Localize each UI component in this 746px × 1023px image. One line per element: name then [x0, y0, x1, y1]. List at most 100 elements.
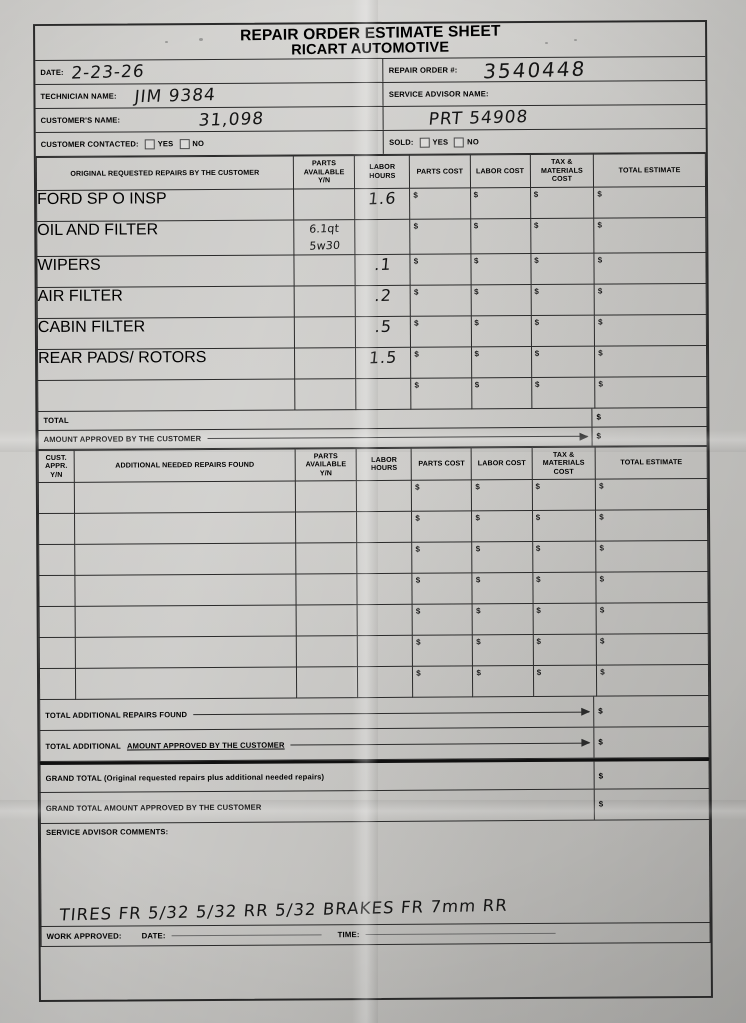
technician-field[interactable]: TECHNICIAN NAME: JIM 9384 — [35, 82, 384, 109]
additional-labor-cost-cell[interactable] — [472, 541, 533, 574]
additional-total-estimate-cell[interactable] — [596, 602, 709, 635]
tax-materials-cost-cell[interactable] — [531, 376, 596, 409]
grand-total-approved-value[interactable] — [593, 789, 709, 821]
labor-cost-cell[interactable] — [471, 377, 532, 409]
additional-repair-description-cell[interactable] — [74, 543, 296, 576]
parts-cost-cell[interactable] — [410, 346, 472, 378]
work-approved-time-input[interactable] — [365, 933, 556, 936]
additional-tax-materials-cost-cell[interactable] — [532, 634, 597, 666]
sold-no-checkbox[interactable] — [454, 136, 465, 147]
additional-parts-cost-cell[interactable] — [412, 666, 474, 698]
parts-available-cell[interactable] — [294, 347, 357, 379]
additional-parts-cost-cell[interactable] — [412, 635, 473, 667]
tax-materials-cost-cell[interactable] — [531, 314, 595, 347]
parts-cost-cell[interactable] — [410, 284, 471, 316]
additional-tax-materials-cost-cell[interactable] — [533, 665, 597, 697]
labor-hours-cell[interactable]: .1 — [355, 253, 411, 286]
total-estimate-cell[interactable] — [594, 251, 707, 284]
original-total-value[interactable] — [591, 407, 707, 427]
additional-parts-cost-cell[interactable] — [411, 511, 473, 543]
cust-appr-cell[interactable] — [39, 668, 76, 700]
original-approved-value[interactable] — [591, 426, 707, 446]
parts-available-cell[interactable] — [294, 316, 356, 348]
additional-labor-cost-cell[interactable] — [472, 665, 534, 698]
additional-repair-description-cell[interactable] — [75, 605, 297, 638]
additional-labor-cost-cell[interactable] — [472, 603, 533, 636]
additional-labor-hours-cell[interactable] — [357, 666, 413, 699]
additional-tax-materials-cost-cell[interactable] — [532, 603, 597, 635]
parts-available-cell[interactable] — [294, 378, 357, 410]
service-advisor-field[interactable]: SERVICE ADVISOR NAME: — [384, 81, 706, 106]
work-approved-date-input[interactable] — [171, 934, 322, 937]
additional-tax-materials-cost-cell[interactable] — [532, 479, 596, 511]
total-additional-found-value[interactable] — [593, 696, 709, 728]
tax-materials-cost-cell[interactable] — [531, 345, 595, 378]
additional-total-estimate-cell[interactable] — [595, 478, 708, 511]
additional-repair-description-cell[interactable] — [74, 512, 296, 545]
labor-cost-cell[interactable] — [470, 284, 532, 316]
labor-hours-cell[interactable]: .5 — [355, 315, 411, 348]
tax-materials-cost-cell[interactable] — [530, 252, 595, 285]
additional-parts-available-cell[interactable] — [295, 605, 358, 637]
additional-labor-cost-cell[interactable] — [471, 479, 533, 512]
additional-total-estimate-cell[interactable] — [596, 571, 709, 604]
labor-hours-cell[interactable]: 1.6 — [354, 188, 411, 220]
parts-available-cell[interactable] — [294, 285, 356, 317]
labor-cost-cell[interactable] — [470, 187, 531, 219]
total-estimate-cell[interactable] — [593, 217, 706, 253]
service-advisor-comments-box[interactable]: SERVICE ADVISOR COMMENTS: TIRES FR 5/32 … — [39, 820, 711, 928]
total-estimate-cell[interactable] — [594, 282, 707, 315]
customer-name-field[interactable]: CUSTOMER'S NAME: 31,098 — [35, 106, 385, 133]
additional-labor-hours-cell[interactable] — [357, 542, 413, 575]
advisor-code-field[interactable]: PRT 54908 — [384, 105, 706, 130]
total-estimate-cell[interactable] — [594, 313, 707, 346]
additional-tax-materials-cost-cell[interactable] — [532, 541, 597, 573]
sold-yes-checkbox[interactable] — [419, 137, 430, 148]
total-estimate-cell[interactable] — [593, 186, 706, 219]
customer-contacted-no-checkbox[interactable] — [179, 138, 190, 149]
repair-order-field[interactable]: REPAIR ORDER #: 3540448 — [384, 56, 706, 83]
cust-appr-cell[interactable] — [39, 606, 76, 638]
additional-parts-cost-cell[interactable] — [412, 573, 473, 605]
tax-materials-cost-cell[interactable] — [530, 218, 595, 254]
parts-cost-cell[interactable] — [410, 253, 471, 285]
cust-appr-cell[interactable] — [38, 575, 76, 607]
labor-cost-cell[interactable] — [470, 253, 531, 285]
additional-parts-available-cell[interactable] — [295, 574, 358, 606]
repair-description-cell[interactable]: FORD SP O INSP — [36, 188, 294, 222]
repair-description-cell[interactable]: CABIN FILTER — [37, 316, 295, 350]
cust-appr-cell[interactable] — [38, 482, 75, 514]
total-estimate-cell[interactable] — [594, 375, 707, 408]
parts-cost-cell[interactable] — [409, 187, 471, 220]
additional-parts-available-cell[interactable] — [295, 543, 358, 575]
customer-contacted-yes-checkbox[interactable] — [144, 138, 155, 149]
additional-repair-description-cell[interactable] — [75, 667, 297, 700]
parts-cost-cell[interactable] — [410, 377, 472, 409]
repair-description-cell[interactable]: OIL AND FILTER — [36, 219, 294, 257]
tax-materials-cost-cell[interactable] — [530, 283, 595, 316]
parts-available-cell[interactable]: 6.1qt 5w30 — [293, 219, 356, 255]
additional-tax-materials-cost-cell[interactable] — [532, 510, 596, 542]
additional-labor-hours-cell[interactable] — [357, 573, 413, 606]
additional-parts-available-cell[interactable] — [296, 667, 359, 699]
additional-labor-hours-cell[interactable] — [356, 480, 412, 513]
additional-parts-available-cell[interactable] — [295, 512, 358, 544]
additional-total-estimate-cell[interactable] — [595, 509, 708, 542]
labor-hours-cell[interactable] — [356, 377, 412, 410]
labor-cost-cell[interactable] — [470, 218, 531, 254]
additional-labor-cost-cell[interactable] — [472, 572, 533, 605]
additional-total-estimate-cell[interactable] — [596, 664, 709, 697]
additional-repair-description-cell[interactable] — [74, 481, 296, 514]
grand-total-value[interactable] — [593, 761, 709, 790]
total-estimate-cell[interactable] — [594, 344, 707, 377]
additional-repair-description-cell[interactable] — [75, 636, 297, 669]
additional-parts-cost-cell[interactable] — [411, 542, 473, 574]
additional-labor-hours-cell[interactable] — [357, 635, 413, 668]
parts-available-cell[interactable] — [293, 188, 356, 220]
repair-description-cell[interactable] — [37, 378, 295, 412]
additional-parts-cost-cell[interactable] — [411, 480, 472, 512]
labor-hours-cell[interactable]: 1.5 — [355, 346, 411, 379]
additional-tax-materials-cost-cell[interactable] — [532, 572, 597, 604]
additional-labor-hours-cell[interactable] — [356, 511, 412, 544]
additional-repair-description-cell[interactable] — [75, 574, 296, 607]
